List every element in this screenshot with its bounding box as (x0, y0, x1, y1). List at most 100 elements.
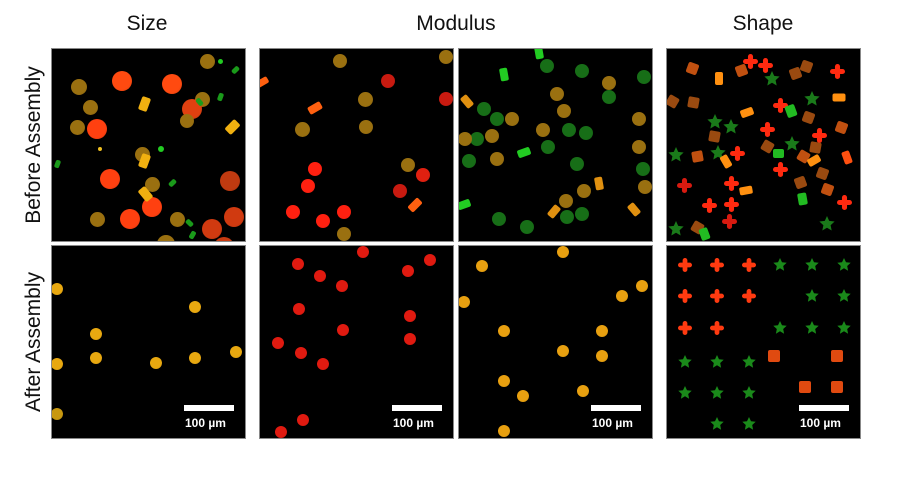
particle-cross (759, 121, 775, 137)
particle-disc (459, 132, 472, 146)
particle-disc (579, 126, 593, 140)
particle-disc (498, 425, 510, 437)
particle-disc (292, 258, 304, 270)
particle-disc (337, 324, 349, 336)
particle-disc (557, 345, 569, 357)
particle-disc (505, 112, 519, 126)
particle-disc (540, 59, 554, 73)
particle-disc (393, 184, 407, 198)
particle-disc (69, 119, 85, 135)
particle-disc (636, 280, 648, 292)
particle-star (678, 386, 692, 399)
particle-disc (559, 194, 573, 208)
particle-disc (357, 246, 369, 258)
particle-disc (401, 158, 415, 172)
particle-disc (295, 347, 307, 359)
particle-rod (738, 184, 754, 196)
particle-disc (498, 375, 510, 387)
particle-rod (626, 201, 642, 217)
scale-bar-label: 100 µm (800, 416, 841, 430)
particle-rod (187, 230, 197, 240)
particle-cross (829, 63, 845, 79)
particle-star (805, 321, 819, 334)
particle-rod (533, 49, 545, 60)
particle-star (710, 355, 724, 368)
particle-disc (560, 210, 574, 224)
particle-disc (120, 209, 140, 229)
particle-cross (742, 53, 758, 69)
particle-disc (286, 205, 300, 219)
particle-disc (575, 64, 589, 78)
row-label-after-assembly: After Assembly (22, 271, 45, 413)
particle-disc (90, 352, 102, 364)
particle-disc (470, 132, 484, 146)
particle-disc (476, 260, 488, 272)
particle-disc (52, 283, 63, 295)
particle-rod (798, 58, 814, 74)
particle-rod (819, 181, 835, 197)
particle-rod (697, 226, 711, 241)
particle-disc (316, 214, 330, 228)
particle-cross (701, 197, 717, 213)
particle-disc (557, 104, 571, 118)
particle-star (764, 71, 780, 86)
particle-disc (485, 129, 499, 143)
particle-disc (616, 290, 628, 302)
particle-disc (596, 350, 608, 362)
particle-rod (808, 140, 822, 154)
scale-bar (392, 405, 442, 411)
particle-star (805, 289, 819, 302)
particle-disc (169, 211, 185, 227)
particle-disc (71, 79, 87, 95)
particle-rod (707, 129, 721, 143)
particle-star (723, 119, 739, 134)
particle-disc (602, 76, 616, 90)
particle-rod (230, 65, 240, 75)
particle-disc (297, 414, 309, 426)
particle-rod (841, 149, 853, 165)
particle-disc (416, 168, 430, 182)
particle-disc (144, 176, 160, 192)
particle-disc (189, 301, 201, 313)
particle-rod (768, 350, 780, 362)
particle-star (678, 355, 692, 368)
particle-rod (498, 66, 510, 82)
particle-rod (216, 92, 224, 102)
particle-cross (678, 321, 692, 335)
particle-cross (772, 161, 788, 177)
particle-disc (577, 385, 589, 397)
micrograph-modulus-a-before (260, 49, 453, 241)
particle-disc (112, 71, 132, 91)
particle-disc (87, 119, 107, 139)
particle-disc (150, 357, 162, 369)
particle-disc (199, 53, 215, 69)
particle-star (819, 216, 835, 231)
column-title-modulus: Modulus (416, 12, 496, 35)
particle-disc (162, 74, 182, 94)
particle-rod (459, 198, 472, 210)
particle-cross (678, 289, 692, 303)
particle-rod (792, 174, 808, 190)
particle-rod (832, 93, 846, 101)
particle-rod (814, 165, 830, 181)
particle-disc (570, 157, 584, 171)
column-title-shape: Shape (732, 12, 794, 35)
particle-disc (308, 162, 322, 176)
particle-disc (520, 220, 534, 234)
particle-rod (831, 381, 843, 393)
particle-rod (796, 192, 808, 206)
particle-star (805, 258, 819, 271)
particle-rod (800, 109, 816, 125)
particle-disc (202, 219, 222, 239)
particle-rod (260, 75, 269, 89)
particle-disc (189, 352, 201, 364)
particle-disc (439, 92, 453, 106)
particle-rod (784, 103, 798, 119)
particle-rod (407, 197, 423, 213)
particle-disc (577, 184, 591, 198)
particle-disc (52, 408, 63, 420)
particle-rod (593, 175, 605, 191)
particle-cross (710, 258, 724, 272)
particle-star (668, 147, 684, 162)
particle-star (773, 321, 787, 334)
